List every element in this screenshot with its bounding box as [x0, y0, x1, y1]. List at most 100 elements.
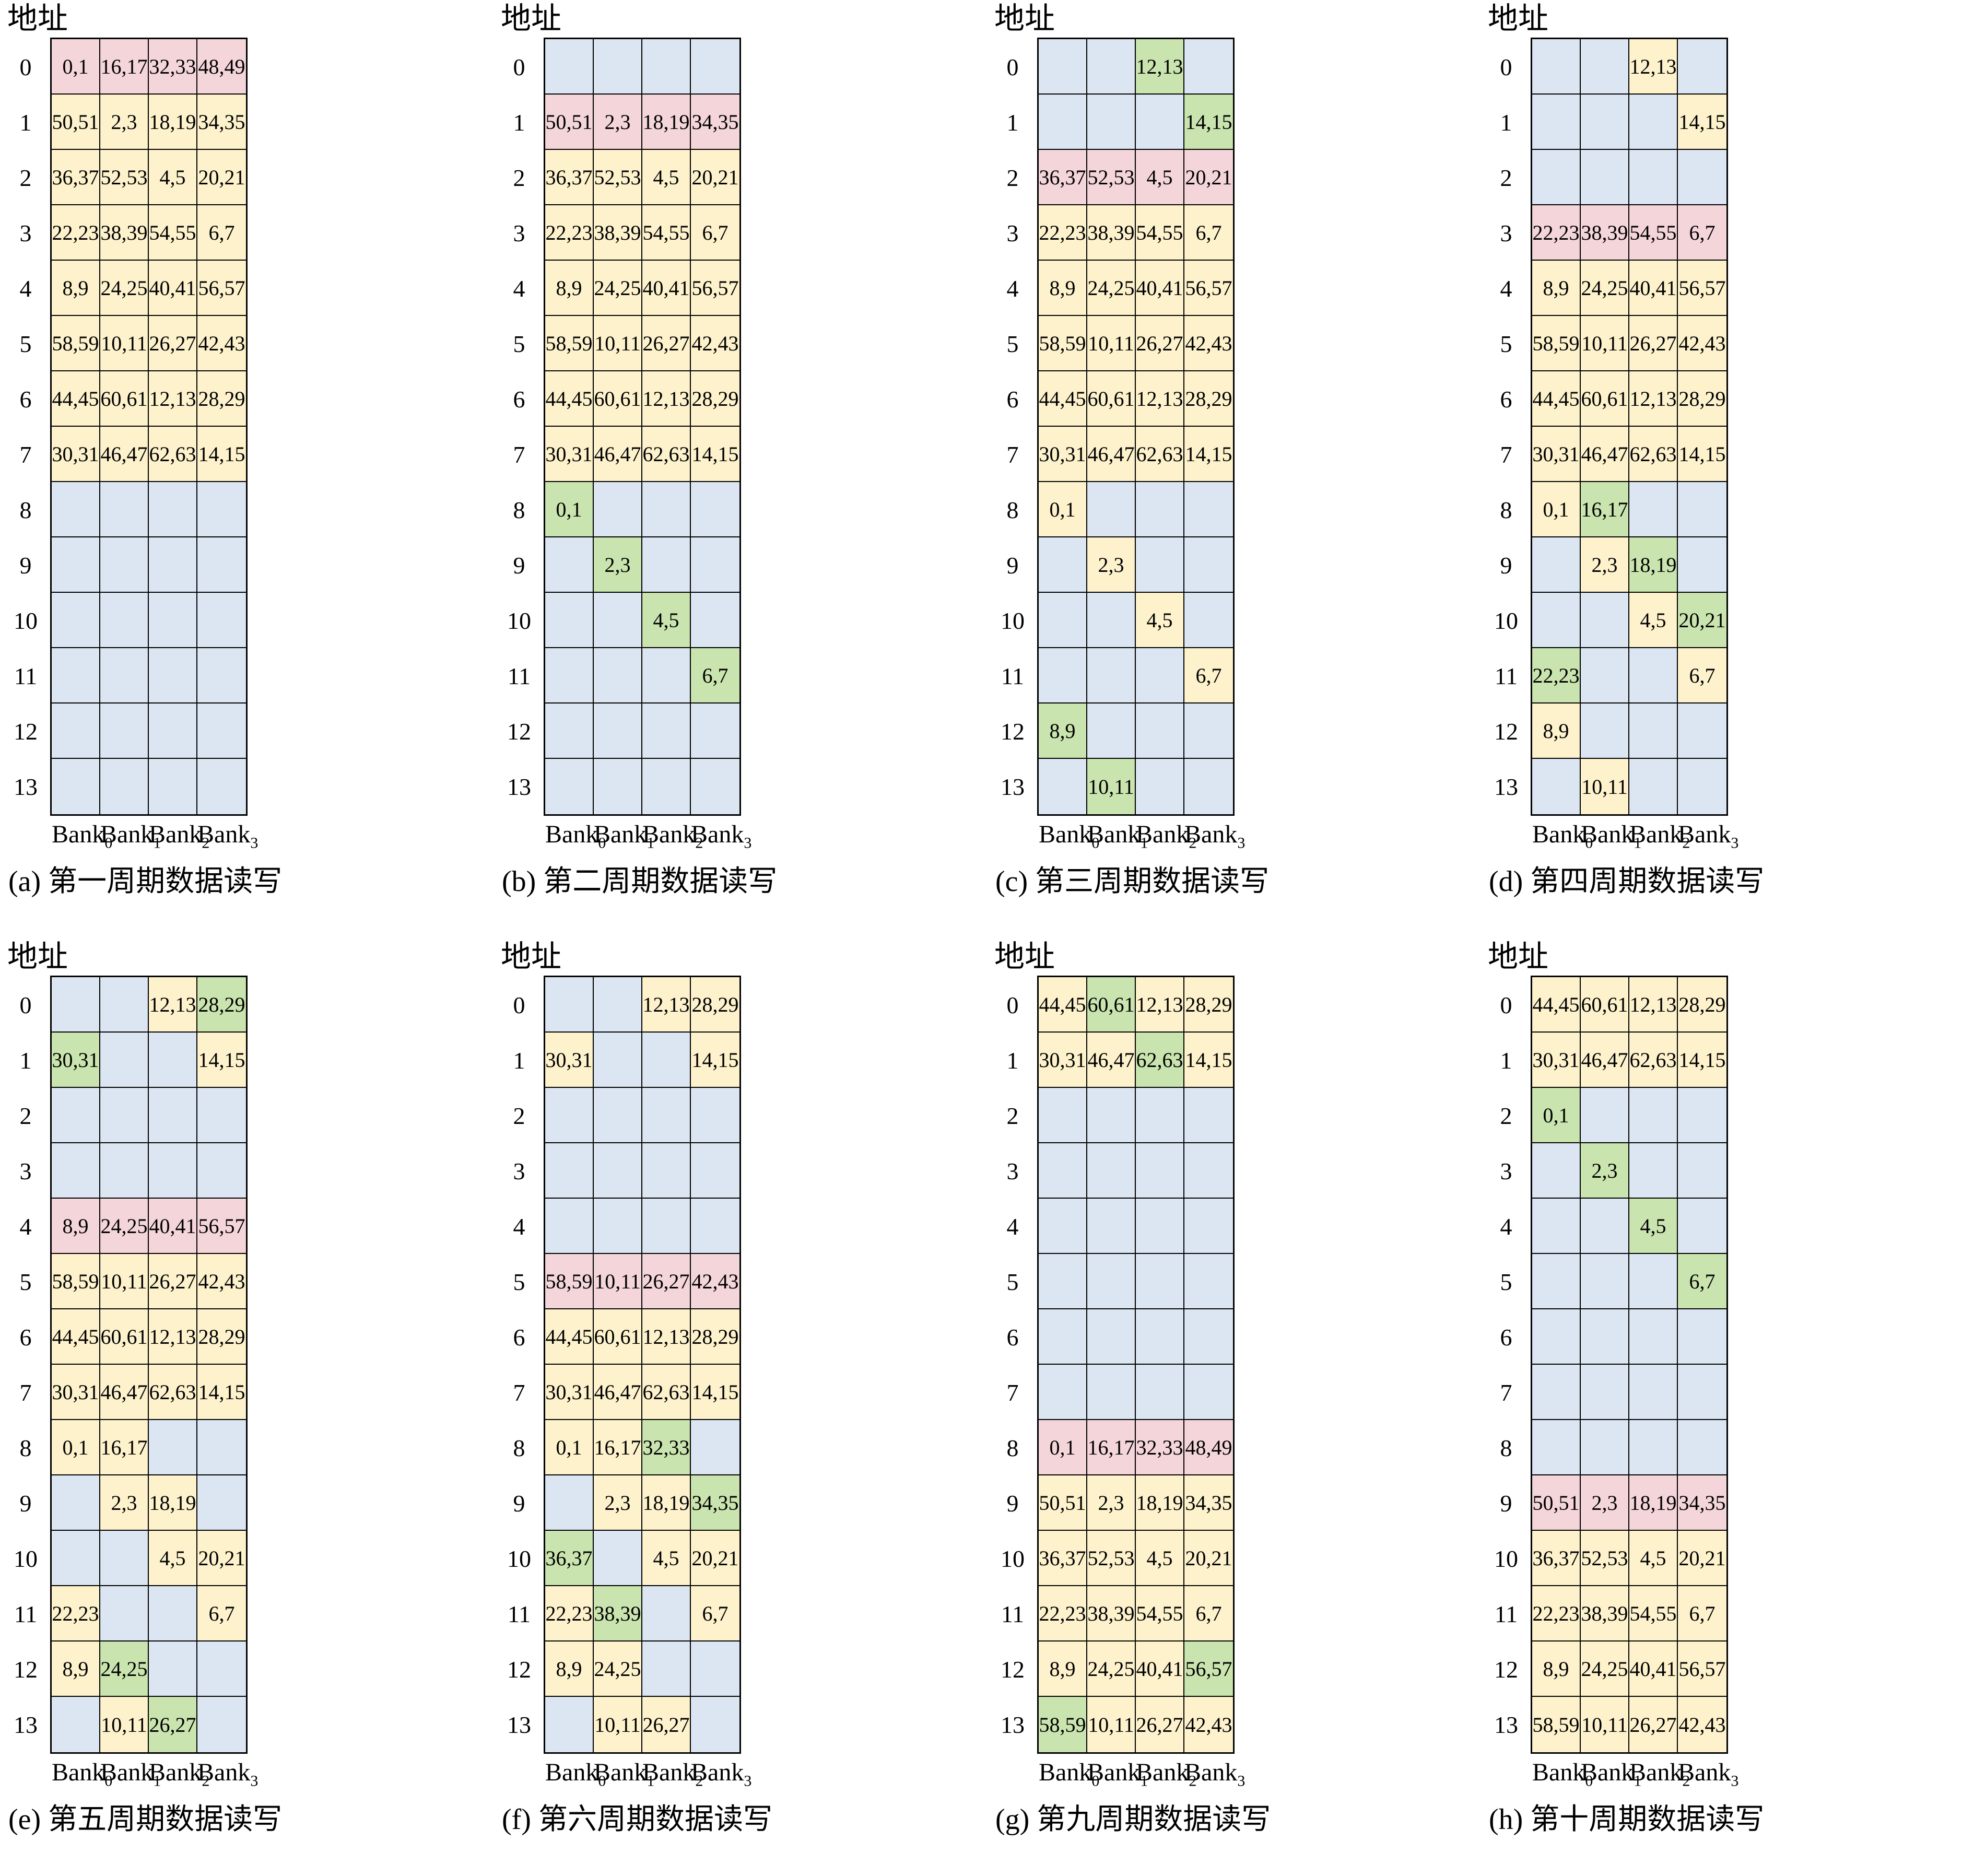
cell-e-addr10-bank1	[100, 1531, 149, 1586]
address-row-label-5: 5	[19, 330, 32, 357]
address-axis-label: 地址	[501, 940, 562, 974]
cell-h-addr2-bank0: 0,1	[1532, 1088, 1581, 1143]
address-row-label-13: 13	[1001, 773, 1025, 800]
cell-e-addr2-bank2	[149, 1088, 197, 1143]
cell-f-addr13-bank0	[545, 1697, 594, 1752]
cell-h-addr5-bank1	[1581, 1254, 1629, 1309]
address-row-label-0: 0	[513, 53, 525, 80]
bank-label-base: Bank	[1678, 1758, 1731, 1786]
cell-h-addr0-bank3: 28,29	[1678, 977, 1726, 1033]
address-row-label-9: 9	[513, 1490, 525, 1517]
cell-d-addr13-bank1: 10,11	[1581, 759, 1629, 814]
cell-h-addr8-bank0	[1532, 1420, 1581, 1475]
cell-d-addr2-bank3	[1678, 150, 1726, 205]
cell-h-addr11-bank3: 6,7	[1678, 1586, 1726, 1642]
cell-f-addr12-bank2	[642, 1642, 691, 1697]
cell-b-addr10-bank2: 4,5	[642, 593, 691, 648]
cell-e-addr1-bank1	[100, 1033, 149, 1088]
cell-a-addr5-bank3: 42,43	[197, 316, 246, 371]
bank-labels-row: Bank0 Bank1 Bank2 Bank3	[545, 1757, 751, 1797]
address-row-label-11: 11	[14, 662, 38, 689]
cell-c-addr4-bank0: 8,9	[1039, 261, 1087, 316]
cell-h-addr11-bank0: 22,23	[1532, 1586, 1581, 1642]
bank-label-subscript: 1	[647, 1772, 655, 1790]
cell-g-addr5-bank1	[1087, 1254, 1136, 1309]
cell-d-addr9-bank2: 18,19	[1629, 537, 1678, 593]
address-row-label-10: 10	[14, 1545, 38, 1572]
bank-label-2: Bank2	[1629, 1757, 1690, 1797]
cell-f-addr9-bank2: 18,19	[642, 1475, 691, 1531]
address-row-label-9: 9	[1006, 552, 1019, 579]
cell-g-addr7-bank0	[1039, 1365, 1087, 1420]
bank-grid: 0,1 16,17 32,33 48,49 50,51 2,3 18,19 34,35 36,3…	[50, 38, 248, 816]
cell-e-addr10-bank0	[52, 1531, 100, 1586]
cell-d-addr3-bank0: 22,23	[1532, 205, 1581, 261]
cell-e-addr4-bank2: 40,41	[149, 1199, 197, 1254]
bank-label-base: Bank	[52, 1758, 105, 1786]
cell-c-addr7-bank3: 14,15	[1184, 427, 1233, 482]
cell-b-addr3-bank2: 54,55	[642, 205, 691, 261]
cell-c-addr3-bank1: 38,39	[1087, 205, 1136, 261]
bank-label-2: Bank2	[642, 1757, 703, 1797]
bank-label-subscript: 3	[1731, 1772, 1739, 1790]
cell-d-addr8-bank3	[1678, 482, 1726, 537]
cell-e-addr11-bank0: 22,23	[52, 1586, 100, 1642]
cell-c-addr7-bank1: 46,47	[1087, 427, 1136, 482]
address-row-label-4: 4	[1006, 1213, 1019, 1240]
bank-label-base: Bank	[149, 1758, 202, 1786]
cell-g-addr5-bank2	[1136, 1254, 1184, 1309]
cell-b-addr1-bank3: 34,35	[691, 95, 739, 150]
address-row-label-11: 11	[507, 1600, 531, 1627]
cell-f-addr3-bank2	[642, 1143, 691, 1199]
bank-label-subscript: 3	[250, 834, 258, 852]
cell-e-addr4-bank3: 56,57	[197, 1199, 246, 1254]
address-row-label-9: 9	[513, 552, 525, 579]
cell-c-addr8-bank1	[1087, 482, 1136, 537]
address-row-label-5: 5	[1006, 1268, 1019, 1295]
cell-d-addr3-bank1: 38,39	[1581, 205, 1629, 261]
address-row-label-6: 6	[19, 385, 32, 413]
cell-g-addr3-bank0	[1039, 1143, 1087, 1199]
cell-a-addr13-bank1	[100, 759, 149, 814]
cell-c-addr3-bank3: 6,7	[1184, 205, 1233, 261]
cell-e-addr6-bank3: 28,29	[197, 1309, 246, 1365]
address-row-label-5: 5	[19, 1268, 32, 1295]
cell-a-addr9-bank0	[52, 537, 100, 593]
cell-c-addr5-bank1: 10,11	[1087, 316, 1136, 371]
cell-g-addr1-bank2: 62,63	[1136, 1033, 1184, 1088]
cell-b-addr13-bank3	[691, 759, 739, 814]
address-row-label-3: 3	[513, 219, 525, 247]
cell-e-addr6-bank1: 60,61	[100, 1309, 149, 1365]
address-row-label-6: 6	[513, 1323, 525, 1351]
cell-a-addr12-bank1	[100, 704, 149, 759]
bank-label-subscript: 3	[744, 834, 752, 852]
bank-label-subscript: 1	[1634, 1772, 1642, 1790]
cell-g-addr13-bank0: 58,59	[1039, 1697, 1087, 1752]
panel-f: 地址 0 1 2 3 4 5 6 7 8 9 10 11 12 13 12,13 28,29 30,31 14,…	[494, 938, 987, 1876]
cell-d-addr5-bank0: 58,59	[1532, 316, 1581, 371]
cell-d-addr5-bank3: 42,43	[1678, 316, 1726, 371]
cell-b-addr12-bank0	[545, 704, 594, 759]
cell-d-addr11-bank3: 6,7	[1678, 648, 1726, 704]
address-row-label-1: 1	[1006, 1047, 1019, 1074]
cell-h-addr7-bank3	[1678, 1365, 1726, 1420]
cell-c-addr12-bank2	[1136, 704, 1184, 759]
cell-c-addr9-bank1: 2,3	[1087, 537, 1136, 593]
address-row-label-10: 10	[1494, 1545, 1518, 1572]
cell-f-addr9-bank3: 34,35	[691, 1475, 739, 1531]
cell-h-addr6-bank1	[1581, 1309, 1629, 1365]
cell-f-addr10-bank0: 36,37	[545, 1531, 594, 1586]
cell-d-addr6-bank1: 60,61	[1581, 371, 1629, 427]
cell-c-addr0-bank0	[1039, 39, 1087, 95]
cell-a-addr9-bank3	[197, 537, 246, 593]
address-row-label-5: 5	[1500, 330, 1512, 357]
address-row-label-5: 5	[1006, 330, 1019, 357]
cell-a-addr10-bank1	[100, 593, 149, 648]
cell-e-addr13-bank2: 26,27	[149, 1697, 197, 1752]
address-row-label-4: 4	[1006, 275, 1019, 302]
cell-a-addr0-bank2: 32,33	[149, 39, 197, 95]
cell-b-addr6-bank2: 12,13	[642, 371, 691, 427]
cell-h-addr0-bank2: 12,13	[1629, 977, 1678, 1033]
address-row-label-6: 6	[1006, 385, 1019, 413]
address-row-label-7: 7	[1006, 441, 1019, 468]
